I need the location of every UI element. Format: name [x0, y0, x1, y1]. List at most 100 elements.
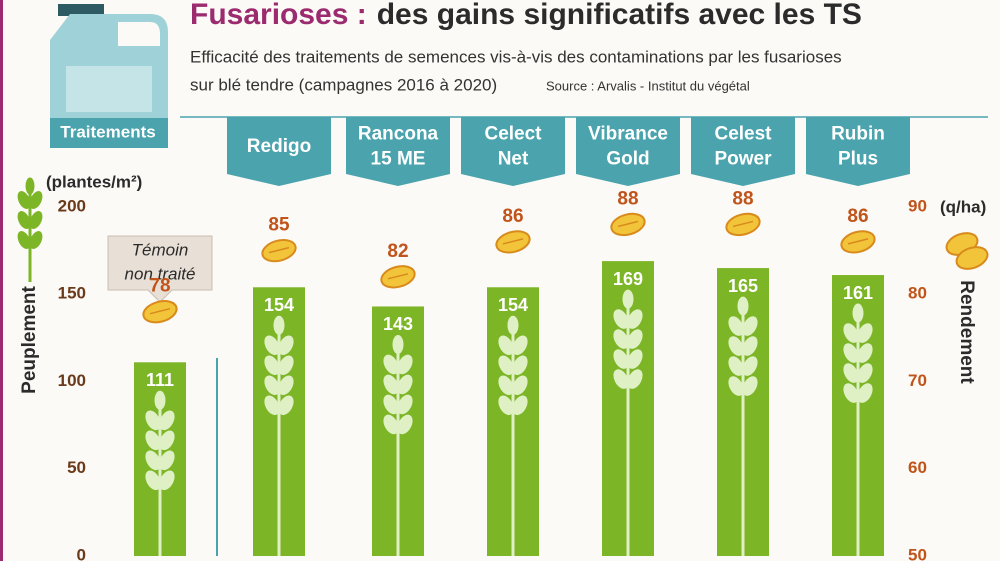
y2-tick-label: 70	[908, 371, 927, 390]
y-tick-label: 100	[58, 371, 86, 390]
wheat-grain	[843, 383, 859, 403]
wheat-grain	[498, 395, 514, 416]
wheat-grain	[857, 343, 873, 363]
wheat-grain	[613, 369, 629, 389]
wheat-grain	[728, 316, 744, 336]
y-tick-label: 50	[67, 458, 86, 477]
wheat-grain	[273, 315, 285, 335]
wheat-icon	[843, 303, 873, 556]
wheat-grain	[159, 470, 175, 491]
y-unit: (plantes/m²)	[46, 172, 142, 191]
yield-label: 86	[847, 206, 868, 227]
category-label: Plus	[838, 149, 878, 170]
wheat-grain	[627, 309, 643, 329]
bar-value-label: 169	[613, 269, 643, 289]
wheat-grain	[843, 343, 859, 363]
category-tab	[576, 117, 680, 186]
wheat-grain	[742, 356, 758, 376]
grain-groove	[732, 220, 754, 228]
wheat-grain	[742, 336, 758, 356]
wheat-grain	[159, 410, 175, 431]
chart-title: des gains significatifs avec les TS	[377, 0, 862, 31]
wheat-grain	[392, 334, 404, 354]
wheat-grain	[145, 450, 161, 471]
wheat-grain	[397, 374, 413, 395]
category-label: Celect	[484, 124, 542, 145]
y2-tick-label: 90	[908, 196, 927, 215]
category-tab	[461, 117, 565, 186]
yield-label: 88	[617, 188, 638, 209]
wheat-grain	[613, 329, 629, 349]
category-tab	[346, 117, 450, 186]
wheat-icon	[613, 289, 643, 556]
wheat-grain	[498, 335, 514, 356]
wheat-grain	[397, 394, 413, 415]
wheat-grain	[145, 410, 161, 431]
y-tick-label: 200	[58, 196, 86, 215]
wheat-grain	[278, 395, 294, 416]
wheat-grain	[742, 316, 758, 336]
wheat-grain	[159, 450, 175, 471]
category-label: Redigo	[247, 136, 311, 157]
wheat-grain	[397, 414, 413, 435]
wheat-grain	[512, 335, 528, 356]
wheat-grain	[145, 430, 161, 451]
wheat-grain	[278, 355, 294, 376]
y2-tick-label: 60	[908, 458, 927, 477]
wheat-grain	[857, 383, 873, 403]
wheat-grain	[627, 349, 643, 369]
wheat-grain	[613, 309, 629, 329]
y2-tick-label: 80	[908, 284, 927, 303]
wheat-grain	[728, 336, 744, 356]
title-highlight: Fusarioses :	[190, 0, 367, 31]
yield-label: 86	[502, 206, 523, 227]
bar-value-label: 154	[498, 295, 528, 315]
wheat-grain	[507, 315, 519, 335]
legend-grain	[945, 232, 989, 270]
can-icon	[50, 4, 168, 148]
grain-groove	[149, 307, 171, 315]
grain-groove	[268, 246, 290, 254]
edge	[0, 0, 3, 561]
axis-icon	[17, 177, 43, 282]
wheat-grain	[264, 355, 280, 376]
bar-value-label: 154	[264, 295, 294, 315]
wheat-grain	[498, 375, 514, 396]
category-tab	[227, 117, 331, 186]
wheat-grain	[278, 335, 294, 356]
wheat-grain	[728, 356, 744, 376]
wheat-grain	[383, 374, 399, 395]
category-label: Rubin	[831, 124, 885, 145]
y2-axis-label: Rendement	[956, 280, 977, 384]
bar-value-label: 111	[146, 370, 174, 390]
yield-label: 82	[387, 241, 408, 262]
category-label: Rancona	[358, 124, 439, 145]
grain-groove	[847, 238, 869, 245]
wheat-icon	[383, 334, 413, 556]
category-label: non traité	[125, 264, 196, 283]
subtitle: sur blé tendre (campagnes 2016 à 2020)	[190, 75, 497, 94]
y2-unit: (q/ha)	[940, 197, 986, 216]
wheat-grain	[159, 430, 175, 451]
grain-groove	[617, 220, 639, 228]
wheat-grain	[737, 296, 749, 316]
wheat-grain	[264, 395, 280, 416]
bar-value-label: 165	[728, 276, 758, 296]
wheat-grain	[383, 394, 399, 415]
wheat-grain	[397, 354, 413, 375]
wheat-icon	[145, 390, 175, 556]
grain-groove	[387, 273, 409, 280]
category-tab	[806, 117, 910, 186]
category-label: Net	[498, 149, 529, 170]
category-box	[107, 235, 213, 303]
wheat-grain	[843, 363, 859, 383]
category-label: Power	[714, 149, 772, 170]
y-tick-label: 150	[58, 284, 86, 303]
category-label: 15 ME	[371, 149, 426, 170]
yield-label: 88	[732, 188, 753, 209]
category-label: Gold	[606, 149, 649, 170]
wheat-icon	[498, 315, 528, 556]
wheat-grain	[278, 375, 294, 396]
wheat-grain	[512, 395, 528, 416]
